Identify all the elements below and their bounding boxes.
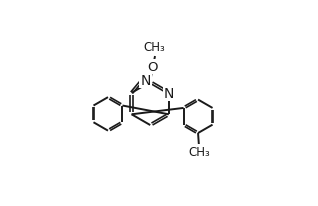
- Text: CH₃: CH₃: [188, 145, 210, 158]
- Text: N: N: [140, 73, 150, 87]
- Text: O: O: [147, 61, 158, 74]
- Text: N: N: [164, 86, 174, 100]
- Text: CH₃: CH₃: [143, 41, 165, 54]
